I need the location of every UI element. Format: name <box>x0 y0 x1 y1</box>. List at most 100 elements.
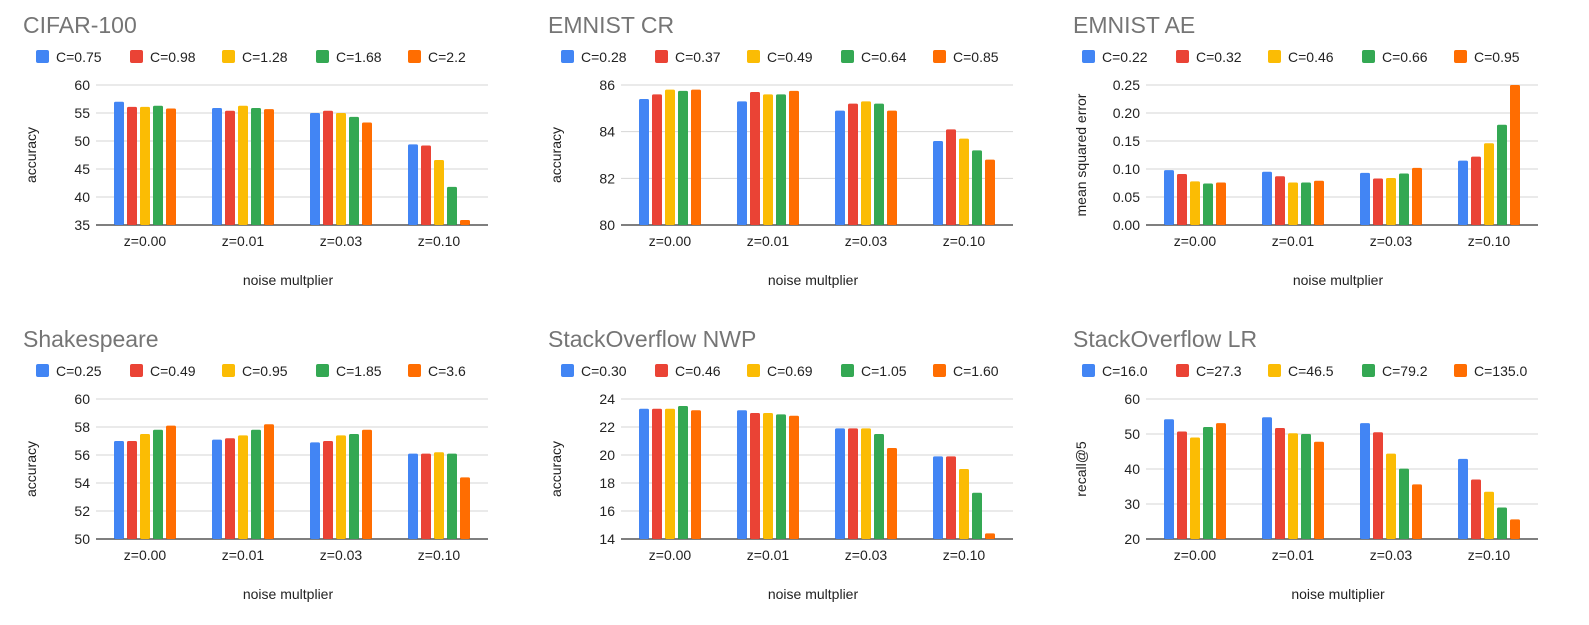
x-tick-label: z=0.01 <box>747 547 790 563</box>
bar <box>1360 172 1370 225</box>
bar <box>985 533 995 539</box>
legend-swatch <box>36 364 49 377</box>
y-tick-label: 0.15 <box>1113 133 1140 149</box>
legend-swatch <box>1176 364 1189 377</box>
bar <box>114 101 124 225</box>
legend-label: C=0.32 <box>1196 49 1242 65</box>
y-tick-label: 0.25 <box>1113 77 1140 93</box>
bar <box>1497 507 1507 539</box>
bar <box>763 94 773 225</box>
y-tick-label: 0.05 <box>1113 189 1140 205</box>
bar <box>1262 417 1272 539</box>
bar <box>861 101 871 225</box>
x-tick-label: z=0.01 <box>222 547 265 563</box>
bar <box>212 107 222 225</box>
y-tick-label: 60 <box>74 77 90 93</box>
chart-title: StackOverflow LR <box>1073 326 1257 352</box>
bar <box>639 99 649 225</box>
bar <box>460 219 470 225</box>
bar <box>1360 423 1370 539</box>
bar <box>310 442 320 539</box>
legend-swatch <box>1268 50 1281 63</box>
legend-label: C=1.85 <box>336 363 382 379</box>
x-tick-label: z=0.10 <box>943 547 986 563</box>
chart-title: EMNIST AE <box>1073 12 1195 38</box>
bar <box>1190 181 1200 225</box>
y-tick-label: 30 <box>1124 496 1140 512</box>
legend-label: C=135.0 <box>1474 363 1528 379</box>
bar <box>434 160 444 225</box>
bar <box>166 425 176 539</box>
bar <box>1510 85 1520 225</box>
bar <box>750 92 760 225</box>
x-tick-label: z=0.10 <box>418 547 461 563</box>
legend-swatch <box>1454 50 1467 63</box>
bar <box>972 492 982 539</box>
bar <box>323 441 333 539</box>
bar <box>1373 178 1383 225</box>
bar <box>1216 423 1226 539</box>
legend-swatch <box>408 50 421 63</box>
bar <box>140 106 150 225</box>
bar <box>1216 182 1226 225</box>
bar <box>349 116 359 225</box>
bar <box>750 413 760 539</box>
bar <box>238 105 248 225</box>
y-tick-label: 50 <box>74 133 90 149</box>
bar <box>460 477 470 539</box>
legend-label: C=79.2 <box>1382 363 1428 379</box>
legend-label: C=0.30 <box>581 363 627 379</box>
x-axis-label: noise multplier <box>243 272 334 288</box>
bar <box>652 408 662 539</box>
legend-swatch <box>933 50 946 63</box>
x-tick-label: z=0.00 <box>649 233 692 249</box>
bar <box>737 101 747 225</box>
x-axis-label: noise multplier <box>768 586 859 602</box>
bar <box>264 109 274 225</box>
bar <box>251 107 261 225</box>
legend-label: C=1.05 <box>861 363 907 379</box>
bar <box>887 110 897 225</box>
legend-label: C=0.25 <box>56 363 102 379</box>
legend-swatch <box>561 364 574 377</box>
bar <box>1412 167 1422 225</box>
chart-title: EMNIST CR <box>548 12 674 38</box>
y-tick-label: 45 <box>74 161 90 177</box>
bar <box>946 456 956 539</box>
legend-swatch <box>841 50 854 63</box>
bar <box>238 435 248 539</box>
bar <box>665 89 675 226</box>
bar <box>1203 183 1213 225</box>
bar <box>874 434 884 539</box>
bar <box>447 453 457 539</box>
bar <box>153 429 163 539</box>
x-tick-label: z=0.01 <box>222 233 265 249</box>
legend-swatch <box>747 364 760 377</box>
x-tick-label: z=0.01 <box>1272 233 1315 249</box>
legend-label: C=0.49 <box>767 49 813 65</box>
legend-swatch <box>655 50 668 63</box>
bar <box>1190 437 1200 539</box>
legend-swatch <box>130 364 143 377</box>
legend-label: C=3.6 <box>428 363 466 379</box>
legend-label: C=0.28 <box>581 49 627 65</box>
legend-swatch <box>747 50 760 63</box>
bar <box>678 90 688 225</box>
y-tick-label: 86 <box>599 77 615 93</box>
bar <box>1399 173 1409 225</box>
bar <box>959 138 969 225</box>
x-tick-label: z=0.00 <box>124 233 167 249</box>
x-tick-label: z=0.10 <box>1468 233 1511 249</box>
y-tick-label: 40 <box>74 189 90 205</box>
x-tick-label: z=0.01 <box>1272 547 1315 563</box>
legend-label: C=0.37 <box>675 49 721 65</box>
bar <box>1314 441 1324 539</box>
bar <box>1373 432 1383 539</box>
legend-label: C=0.98 <box>150 49 196 65</box>
y-tick-label: 84 <box>599 124 615 140</box>
legend-swatch <box>1454 364 1467 377</box>
x-tick-label: z=0.10 <box>1468 547 1511 563</box>
legend-label: C=0.49 <box>150 363 196 379</box>
y-tick-label: 56 <box>74 447 90 463</box>
